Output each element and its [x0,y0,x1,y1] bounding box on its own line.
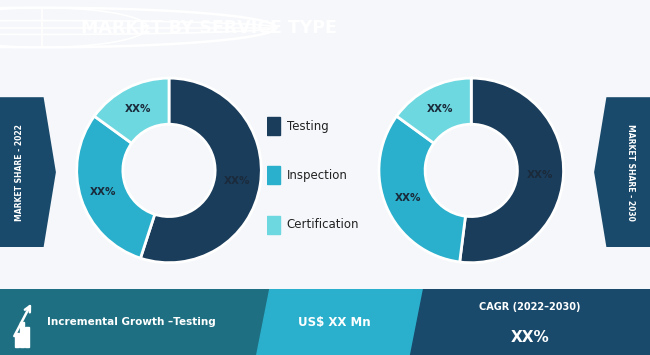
Polygon shape [0,97,56,247]
Polygon shape [594,97,650,247]
Text: MARKET BY SERVICE TYPE: MARKET BY SERVICE TYPE [81,18,337,37]
Wedge shape [396,78,471,143]
Polygon shape [410,289,650,355]
Bar [266,215,280,234]
Text: Testing: Testing [287,120,328,133]
Text: Incremental Growth –Testing: Incremental Growth –Testing [47,317,216,327]
Text: XX%: XX% [426,104,453,114]
Bar [266,117,280,135]
Polygon shape [257,289,426,355]
Wedge shape [77,116,155,258]
Text: US$ XX Mn: US$ XX Mn [298,316,371,329]
Wedge shape [460,78,564,263]
FancyBboxPatch shape [0,289,273,355]
Text: CAGR (2022–2030): CAGR (2022–2030) [479,302,580,312]
Wedge shape [379,116,465,262]
Text: Certification: Certification [287,218,359,231]
Wedge shape [140,78,261,263]
Bar [25,327,29,347]
Bar [266,166,280,185]
Text: XX%: XX% [90,187,116,197]
Text: Inspection: Inspection [287,169,348,182]
Text: XX%: XX% [395,193,421,203]
Text: XX%: XX% [224,176,251,186]
Text: XX%: XX% [510,330,549,345]
Wedge shape [94,78,169,143]
Bar [15,333,19,347]
Text: MARKET SHARE - 2022: MARKET SHARE - 2022 [15,124,24,220]
Text: XX%: XX% [124,104,151,114]
Text: XX%: XX% [527,170,554,180]
Bar [20,322,24,347]
Text: MARKET SHARE - 2030: MARKET SHARE - 2030 [626,124,635,220]
